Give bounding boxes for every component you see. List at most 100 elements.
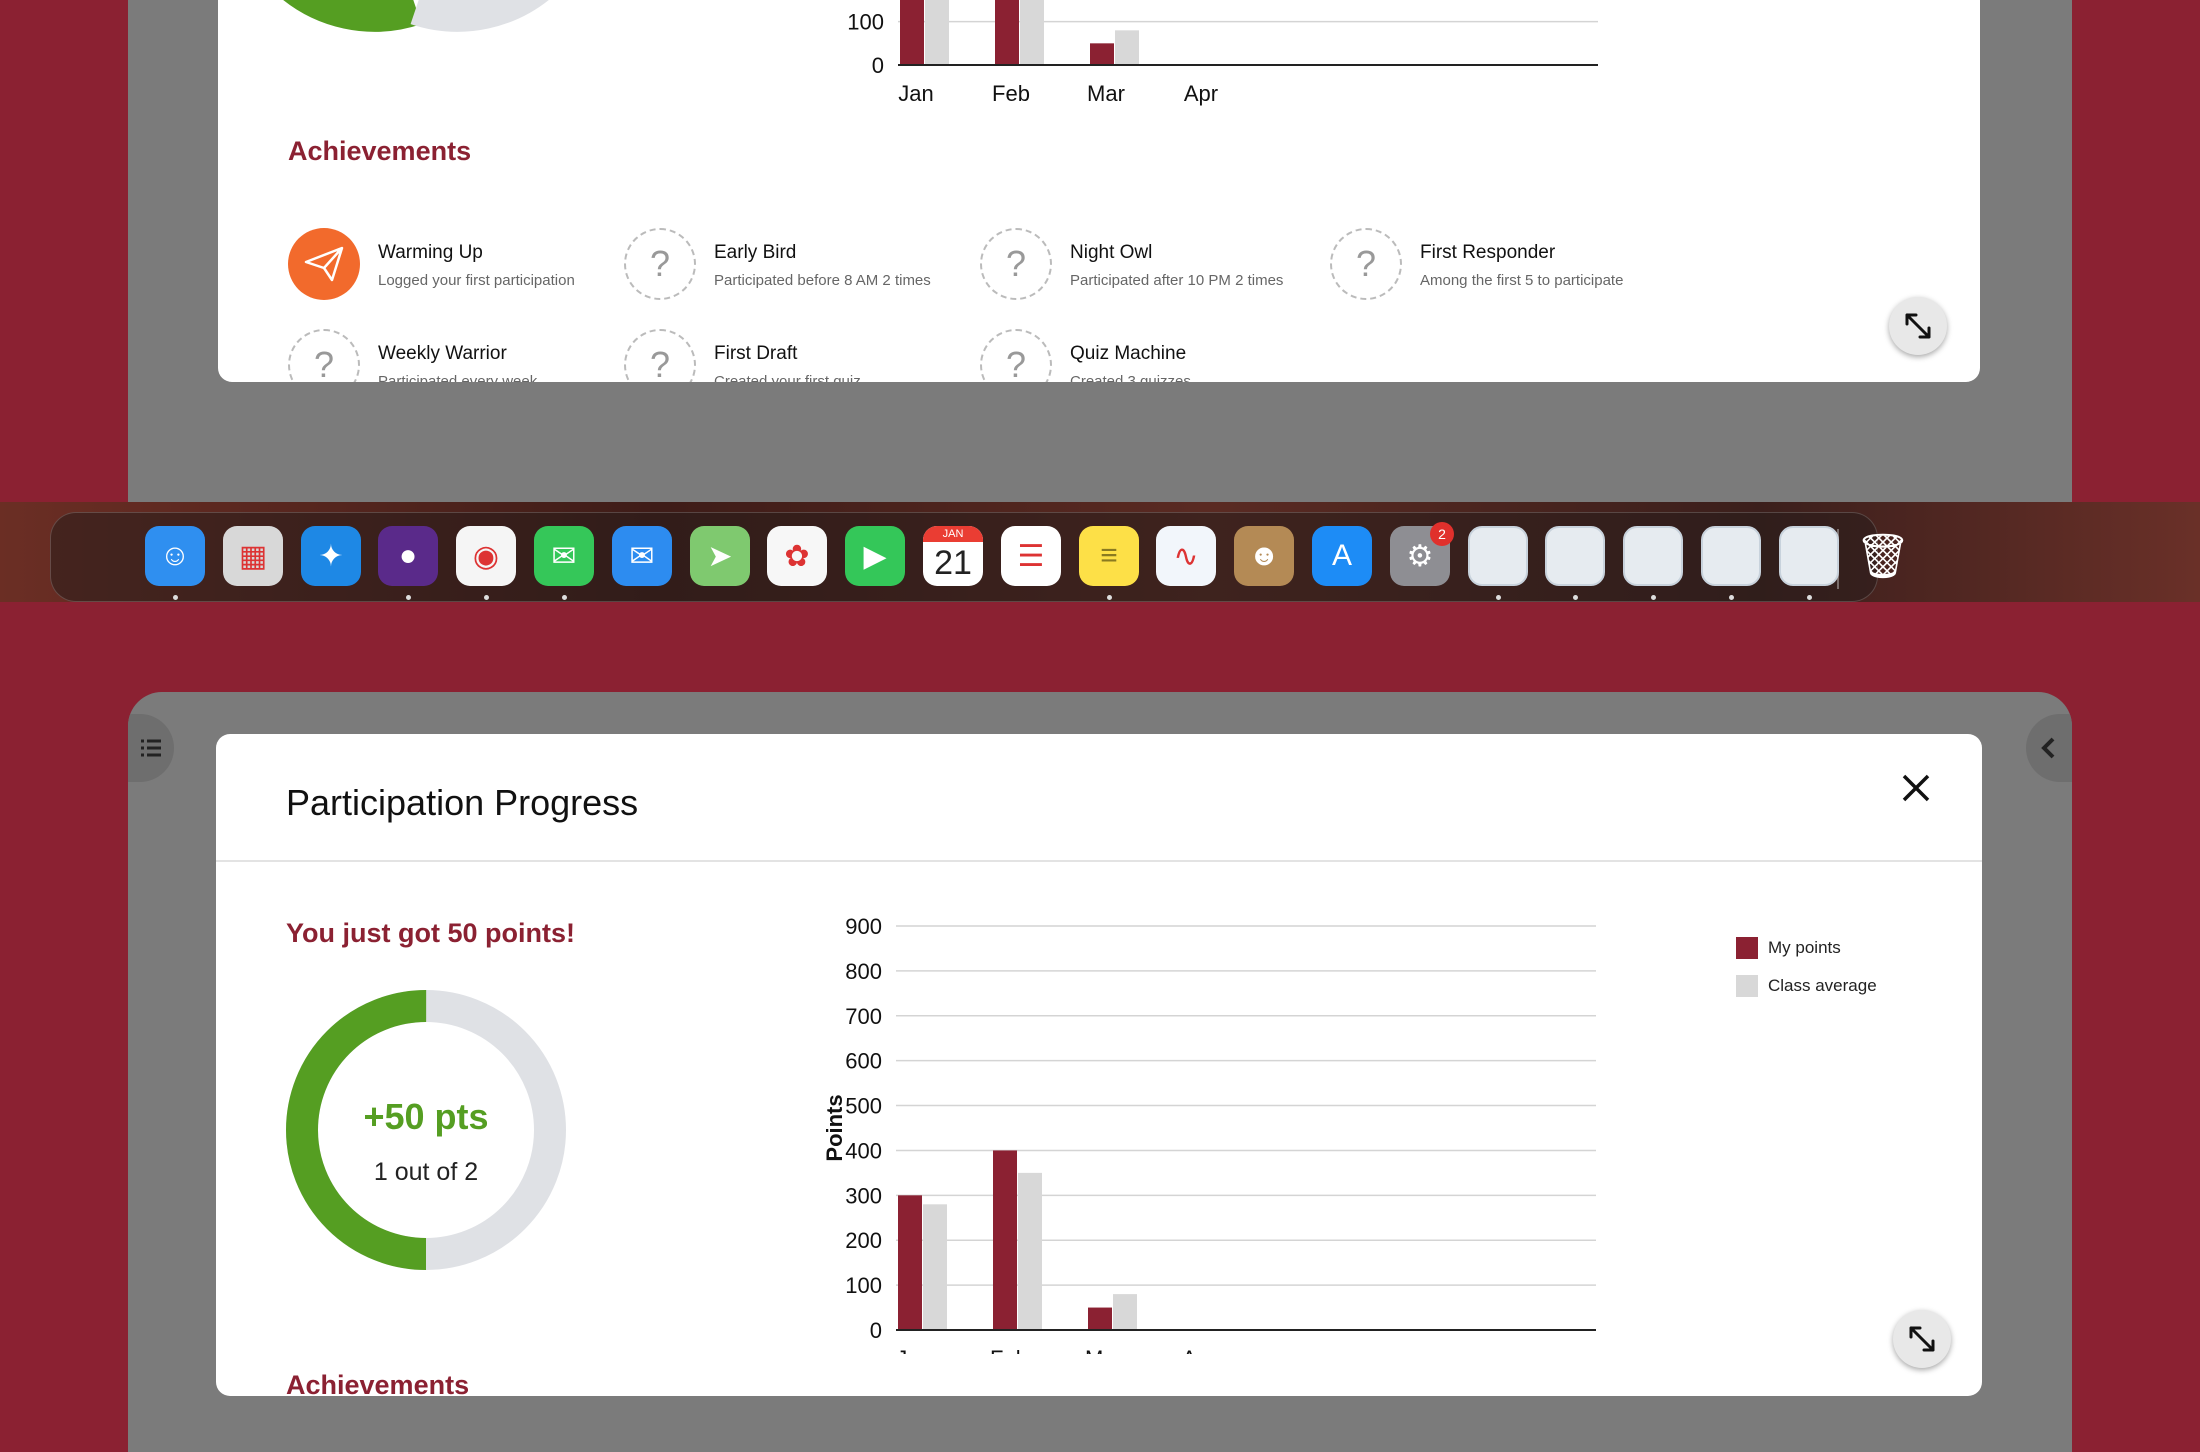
legend-label: My points — [1768, 938, 1841, 957]
legend-label: Class average — [1768, 976, 1877, 995]
bar-my-points-feb — [993, 1150, 1017, 1330]
y-tick-label: 100 — [845, 1273, 882, 1298]
achievement-name: First Draft — [714, 343, 798, 364]
safari-icon[interactable]: ✦ — [301, 526, 361, 586]
maps-icon[interactable]: ➤ — [690, 526, 750, 586]
y-tick-label: 0 — [870, 1318, 882, 1343]
x-tick-label: Mar — [1087, 81, 1125, 106]
x-tick-label: Feb — [992, 81, 1030, 106]
mail-icon[interactable]: ✉ — [612, 526, 672, 586]
participation-modal: Participation Progress You just got 50 p… — [216, 734, 1982, 1396]
bottom-screen: Participation Progress You just got 50 p… — [128, 692, 2072, 1452]
close-button[interactable] — [1892, 764, 1940, 812]
window-2-icon[interactable] — [1545, 526, 1605, 586]
calendar-icon[interactable]: JAN 21 — [923, 526, 983, 586]
running-indicator — [1107, 595, 1112, 600]
window-3-icon[interactable] — [1623, 526, 1683, 586]
close-icon — [1902, 774, 1930, 802]
photos-icon[interactable]: ✿ — [767, 526, 827, 586]
running-indicator — [562, 595, 567, 600]
expand-icon — [1905, 313, 1931, 339]
launchpad-icon[interactable]: ▦ — [223, 526, 283, 586]
legend-item[interactable]: Class average — [1736, 974, 1877, 998]
locked-achievement-icon: ? — [1330, 228, 1402, 300]
system-settings-icon[interactable]: ⚙ 2 — [1390, 522, 1454, 586]
bar-my-points-mar — [1088, 1307, 1112, 1330]
contacts-icon[interactable]: ☻ — [1234, 526, 1294, 586]
progress-ring-partial — [283, 0, 549, 32]
toc-toggle-button[interactable] — [128, 714, 174, 782]
y-tick-label: 500 — [845, 1094, 882, 1119]
bar-my-points-feb — [995, 0, 1019, 65]
window-4-icon[interactable] — [1701, 526, 1761, 586]
calendar-month: JAN — [923, 526, 983, 542]
y-tick-label: 800 — [845, 959, 882, 984]
bar-class-average-jan — [925, 0, 949, 65]
achievement-item[interactable]: ? Quiz Machine Created 3 quizzes — [980, 329, 1310, 382]
trash-icon[interactable]: 🗑 — [1855, 532, 1911, 581]
legend-item[interactable]: My points — [1736, 936, 1877, 960]
calendar-day: 21 — [934, 544, 972, 582]
x-tick-label: Jan — [898, 81, 933, 106]
collapse-panel-button[interactable] — [2026, 714, 2072, 782]
running-indicator — [406, 595, 411, 600]
achievement-name: First Responder — [1420, 242, 1556, 263]
achievement-item[interactable]: ? First Draft Created your first quiz — [624, 329, 954, 382]
y-tick-label: 100 — [847, 10, 884, 35]
y-tick-label: 400 — [845, 1138, 882, 1163]
reminders-icon[interactable]: ☰ — [1001, 526, 1061, 586]
chevron-left-icon — [2041, 737, 2055, 759]
expand-button[interactable] — [1889, 297, 1947, 355]
paper-plane-icon — [288, 228, 360, 300]
window-1-icon[interactable] — [1468, 526, 1528, 586]
achievement-item[interactable]: ? Night Owl Participated after 10 PM 2 tim… — [980, 228, 1310, 300]
achievement-item[interactable]: Warming Up Logged your first participatio… — [288, 228, 618, 300]
achievement-item[interactable]: ? Early Bird Participated before 8 AM 2 ti… — [624, 228, 954, 300]
x-tick-label: Mar — [1085, 1346, 1123, 1354]
bar-my-points-jan — [898, 1195, 922, 1330]
chart-legend: My points Class average — [1736, 936, 1877, 1012]
running-indicator — [1573, 595, 1578, 600]
locked-achievement-icon: ? — [624, 329, 696, 382]
participation-modal-scrolled: 0100200JanFebMarApr Achievements Warming… — [218, 0, 1980, 382]
notes-icon[interactable]: ≡ — [1079, 526, 1139, 586]
expand-button[interactable] — [1893, 1310, 1951, 1368]
achievement-desc: Among the first 5 to participate — [1420, 272, 1624, 289]
list-icon — [141, 739, 161, 757]
x-tick-label: Feb — [990, 1346, 1028, 1354]
bar-class-average-mar — [1113, 1294, 1137, 1330]
achievement-name: Night Owl — [1070, 242, 1153, 263]
firefox-icon[interactable]: ● — [378, 526, 438, 586]
achievement-desc: Participated every week — [378, 373, 538, 382]
expand-icon — [1909, 1326, 1935, 1352]
achievement-desc: Created 3 quizzes — [1070, 373, 1191, 382]
freeform-icon[interactable]: ∿ — [1156, 526, 1216, 586]
progress-ring-graphic — [286, 990, 566, 1270]
y-tick-label: 900 — [845, 914, 882, 939]
achievement-item[interactable]: ? First Responder Among the first 5 to par… — [1330, 228, 1660, 300]
x-tick-label: Apr — [1182, 1346, 1216, 1354]
app-store-icon[interactable]: A — [1312, 526, 1372, 586]
points-heading: You just got 50 points! — [286, 918, 575, 948]
running-indicator — [1807, 595, 1812, 600]
bar-my-points-jan — [900, 0, 924, 65]
notification-badge: 2 — [1430, 522, 1454, 546]
facetime-icon[interactable]: ▶ — [845, 526, 905, 586]
bar-my-points-mar — [1090, 43, 1114, 65]
messages-icon[interactable]: ✉ — [534, 526, 594, 586]
y-tick-label: 600 — [845, 1049, 882, 1074]
bar-class-average-jan — [923, 1204, 947, 1330]
y-tick-label: 700 — [845, 1004, 882, 1029]
ring-points-label: +50 pts — [363, 1096, 489, 1137]
x-tick-label: Apr — [1184, 81, 1218, 106]
chrome-icon[interactable]: ◉ — [456, 526, 516, 586]
x-tick-label: Jan — [896, 1346, 931, 1354]
achievement-desc: Created your first quiz — [714, 373, 861, 382]
achievement-desc: Participated after 10 PM 2 times — [1070, 272, 1284, 289]
points-chart-scrolled: 0100200JanFebMarApr — [847, 0, 1598, 106]
running-indicator — [1496, 595, 1501, 600]
finder-icon[interactable]: ☺ — [145, 526, 205, 586]
achievement-item[interactable]: ? Weekly Warrior Participated every week — [288, 329, 618, 382]
running-indicator — [484, 595, 489, 600]
window-5-icon[interactable] — [1779, 526, 1839, 586]
